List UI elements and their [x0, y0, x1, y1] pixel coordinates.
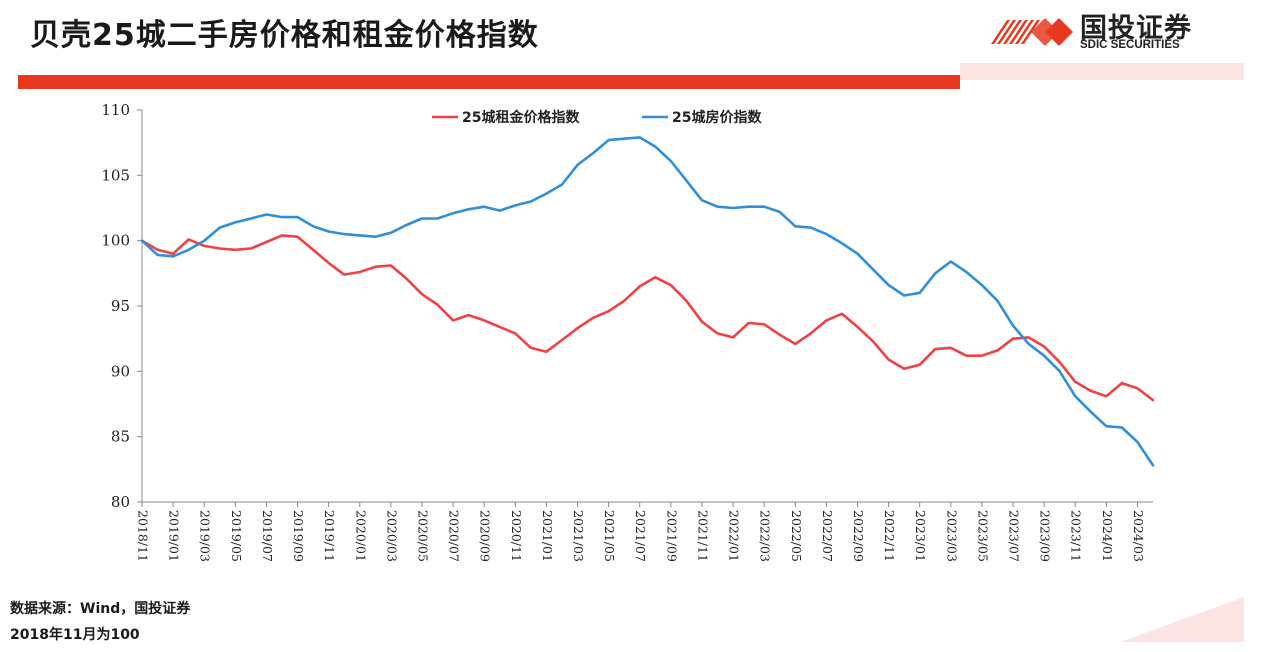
x-tick-label: 2021/05 [602, 510, 617, 562]
x-tick-label: 2021/07 [633, 510, 648, 562]
y-tick-label: 85 [111, 428, 130, 446]
x-tick-label: 2024/01 [1100, 510, 1115, 562]
x-tick-label: 2022/01 [727, 510, 742, 562]
x-tick-label: 2023/05 [975, 510, 990, 562]
x-tick-label: 2018/11 [136, 510, 151, 562]
x-tick-label: 2020/05 [415, 510, 430, 562]
y-tick-label: 110 [101, 101, 130, 119]
legend-label: 25城租金价格指数 [462, 109, 580, 126]
x-tick-label: 2021/11 [695, 510, 710, 562]
x-tick-label: 2022/09 [851, 510, 866, 562]
base-note: 2018年11月为100 [10, 627, 140, 643]
y-tick-label: 90 [111, 362, 130, 380]
x-tick-label: 2020/09 [478, 510, 493, 562]
x-tick-label: 2019/07 [260, 510, 275, 562]
x-tick-label: 2023/01 [913, 510, 928, 562]
x-tick-label: 2019/11 [322, 510, 337, 562]
x-tick-label: 2019/03 [198, 510, 213, 562]
x-tick-label: 2022/05 [789, 510, 804, 562]
y-tick-label: 80 [111, 493, 130, 511]
line-chart: 80 85 90 95 100 105 110 2018/11 2019/01 2019/03 20… [101, 101, 1155, 562]
x-tick-label: 2019/05 [229, 510, 244, 562]
x-tick-label: 2021/01 [540, 510, 555, 562]
x-tick-label: 2020/03 [384, 510, 399, 562]
x-tick-label: 2023/11 [1069, 510, 1084, 562]
logo-name-en: SDIC SECURITIES [1080, 39, 1180, 51]
x-tick-label: 2022/11 [882, 510, 897, 562]
y-tick-label: 95 [111, 297, 130, 315]
x-tick-label: 2020/01 [353, 510, 368, 562]
corner-decoration [1120, 597, 1244, 642]
page-title: 贝壳25城二手房价格和租金价格指数 [30, 18, 539, 53]
x-tick-label: 2019/09 [291, 510, 306, 562]
x-tick-label: 2020/11 [509, 510, 524, 562]
x-tick-label: 2024/03 [1131, 510, 1146, 562]
x-tick-label: 2021/03 [571, 510, 586, 562]
header-pink-bar [960, 63, 1244, 80]
source-note: 数据来源：Wind，国投证券 [10, 601, 191, 617]
logo-name-cn: 国投证券 [1080, 13, 1192, 44]
rent-index-line [140, 234, 1155, 402]
x-tick-label: 2022/07 [820, 510, 835, 562]
header-red-bar [18, 75, 960, 89]
legend-label: 25城房价指数 [672, 109, 762, 126]
x-tick-label: 2021/09 [664, 510, 679, 562]
x-tick-label: 2023/03 [944, 510, 959, 562]
x-tick-label: 2022/03 [758, 510, 773, 562]
x-tick-label: 2020/07 [447, 510, 462, 562]
sdic-logo: 国投证券 SDIC SECURITIES [985, 4, 1235, 60]
y-tick-label: 105 [101, 166, 130, 184]
x-tick-label: 2023/09 [1038, 510, 1053, 562]
house-price-index-line [140, 136, 1155, 467]
y-tick-label: 100 [101, 232, 130, 250]
x-tick-label: 2023/07 [1007, 510, 1022, 562]
x-tick-label: 2019/01 [167, 510, 182, 562]
logo-mark-icon [991, 18, 1073, 46]
